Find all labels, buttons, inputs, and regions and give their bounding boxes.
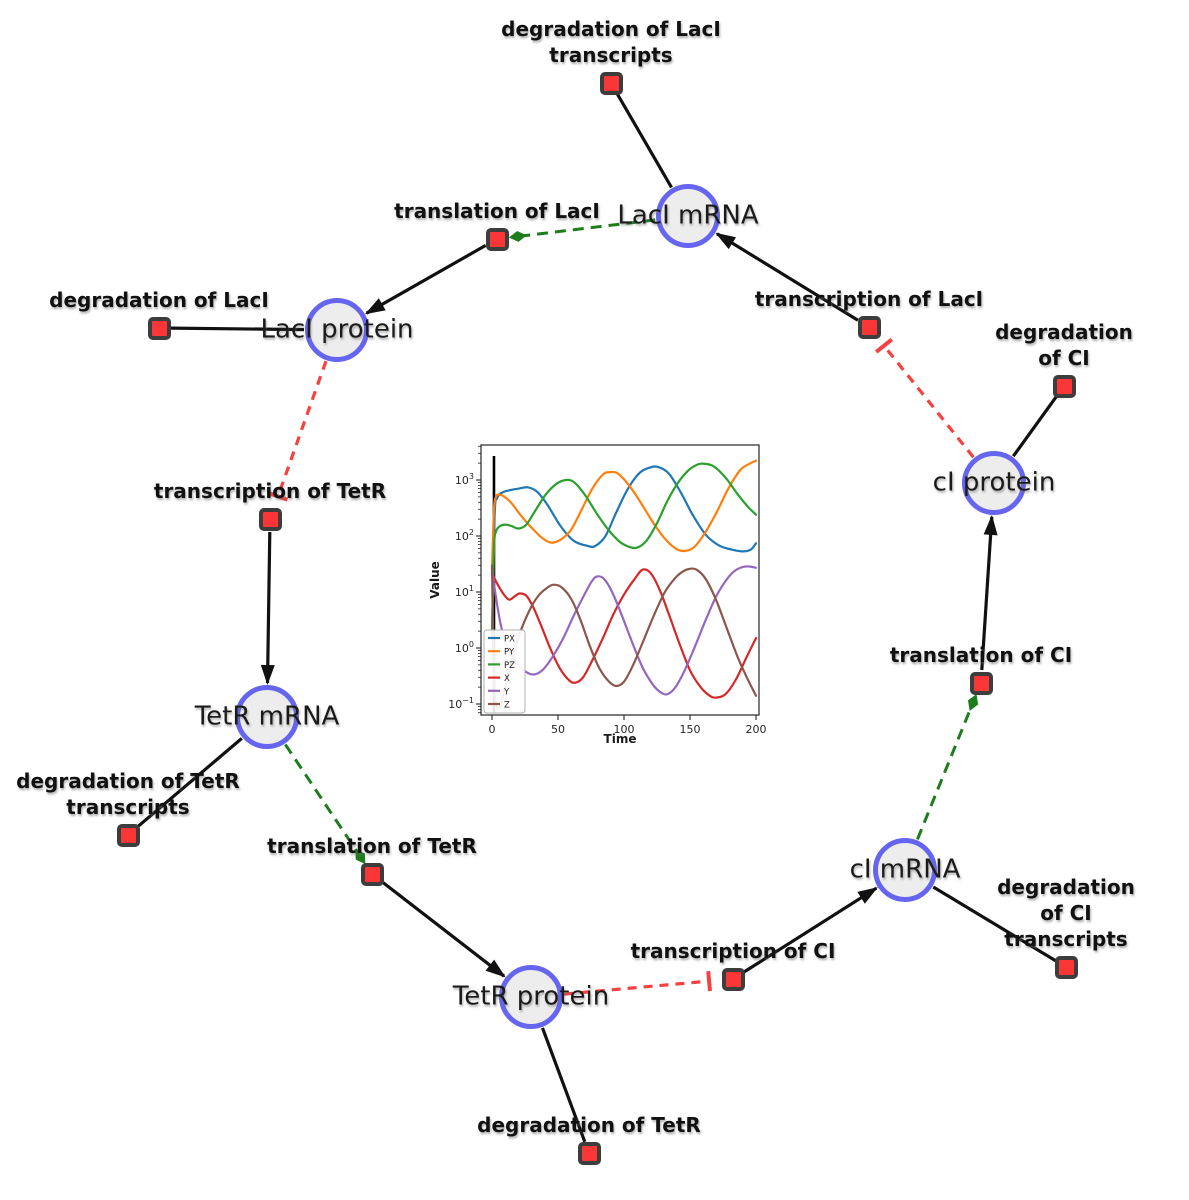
edge-inhibition-tetr_protein-txn_ci xyxy=(563,970,712,996)
reaction-label-deg_ci: degradation of CI xyxy=(995,320,1133,370)
edge-consumption-tetr_protein-deg_tetr xyxy=(541,1027,587,1143)
reaction-label-txn_ci: transcription of CI xyxy=(630,939,836,963)
reaction-node-deg_laci_tx[interactable] xyxy=(599,71,623,95)
y-tick-label: 101 xyxy=(455,584,474,599)
reaction-node-txn_tetr[interactable] xyxy=(258,507,282,531)
edge-consumption-laci_mrna-deg_laci_tx xyxy=(615,92,673,189)
edge-production-transl_laci-laci_protein xyxy=(364,244,487,315)
edge-consumption-laci_protein-deg_laci xyxy=(170,326,305,332)
reaction-label-deg_tetr_tx: degradation of TetR transcripts xyxy=(16,769,240,819)
reaction-label-transl_tetr: translation of TetR xyxy=(267,834,477,858)
species-node-ci_protein[interactable] xyxy=(962,451,1026,515)
series-line-X xyxy=(490,568,758,699)
edge-inhibition-ci_protein-txn_laci xyxy=(874,337,975,459)
reaction-node-txn_ci[interactable] xyxy=(721,967,745,991)
legend-label-Y: Y xyxy=(503,687,510,697)
reaction-node-transl_laci[interactable] xyxy=(485,227,509,251)
edge-inhibition-laci_protein-txn_tetr xyxy=(267,360,328,502)
x-tick-label: 50 xyxy=(551,723,565,736)
legend-label-Z: Z xyxy=(504,701,510,711)
reaction-node-transl_ci[interactable] xyxy=(969,671,993,695)
legend-label-PY: PY xyxy=(504,648,515,658)
reaction-label-deg_tetr: degradation of TetR xyxy=(477,1113,701,1137)
edge-modifier-laci_mrna-transl_laci xyxy=(508,218,656,242)
chart-xlabel: Time xyxy=(603,732,637,746)
species-label-ci_mrna: cI mRNA xyxy=(849,854,961,885)
edge-production-transl_ci-ci_protein xyxy=(980,514,998,671)
reaction-label-deg_laci_tx: degradation of LacI transcripts xyxy=(501,17,721,67)
reaction-label-transl_ci: translation of CI xyxy=(889,643,1073,667)
species-node-laci_mrna[interactable] xyxy=(656,184,720,248)
reaction-node-txn_laci[interactable] xyxy=(857,315,881,339)
reaction-label-transl_laci: translation of LacI xyxy=(394,199,600,223)
x-tick-label: 100 xyxy=(614,723,635,736)
y-tick-label: 100 xyxy=(455,640,474,655)
edge-consumption-tetr_mrna-deg_tetr_tx xyxy=(136,737,243,829)
edge-consumption-ci_protein-deg_ci xyxy=(1012,394,1059,458)
edge-consumption-ci_mrna-deg_ci_tx xyxy=(932,885,1057,963)
y-tick-label: 102 xyxy=(455,528,474,543)
reaction-label-txn_tetr: transcription of TetR xyxy=(153,479,387,503)
reaction-label-txn_laci: transcription of LacI xyxy=(754,287,984,311)
reaction-node-deg_tetr_tx[interactable] xyxy=(116,823,140,847)
legend-label-PZ: PZ xyxy=(504,661,515,671)
species-label-tetr_mrna: TetR mRNA xyxy=(194,701,340,732)
edge-modifier-ci_mrna-transl_ci xyxy=(916,694,979,840)
species-node-ci_mrna[interactable] xyxy=(873,838,937,902)
species-label-laci_mrna: LacI mRNA xyxy=(617,200,759,231)
y-tick-label: 10−1 xyxy=(448,696,474,711)
x-tick-label: 200 xyxy=(746,723,767,736)
y-tick-label: 103 xyxy=(455,472,474,487)
species-node-tetr_mrna[interactable] xyxy=(235,685,299,749)
reaction-node-deg_ci_tx[interactable] xyxy=(1054,955,1078,979)
species-label-ci_protein: cI protein xyxy=(932,467,1056,498)
edge-modifier-tetr_mrna-transl_tetr xyxy=(284,743,366,865)
chart-ylabel: Value xyxy=(428,561,442,599)
axes-frame xyxy=(480,444,760,716)
inset-timeseries-chart: 10−1 100 101 102 103 0 50 100 150 200 PX PY PZ X Y Z Ti… xyxy=(428,428,775,760)
reaction-label-deg_ci_tx: degradation of CI transcripts xyxy=(997,875,1135,951)
series-line-PZ xyxy=(490,462,758,640)
reaction-node-deg_laci[interactable] xyxy=(147,316,171,340)
chart-plot-area: 10−1 100 101 102 103 0 50 100 150 200 PX PY PZ XYZ xyxy=(448,444,767,736)
reaction-node-deg_ci[interactable] xyxy=(1052,374,1076,398)
edge-production-transl_tetr-tetr_protein xyxy=(381,880,506,978)
chart-legend: PX PY PZ XYZ xyxy=(483,629,526,714)
reaction-label-deg_laci: degradation of LacI xyxy=(49,288,269,312)
legend-label-X: X xyxy=(504,674,510,684)
species-label-laci_protein: LacI protein xyxy=(260,314,414,345)
edge-production-txn_tetr-tetr_mrna xyxy=(260,531,275,685)
edge-production-txn_ci-ci_mrna xyxy=(743,886,878,974)
species-label-tetr_protein: TetR protein xyxy=(452,981,610,1012)
edge-production-txn_laci-laci_mrna xyxy=(715,232,859,322)
species-node-laci_protein[interactable] xyxy=(305,298,369,362)
reaction-node-transl_tetr[interactable] xyxy=(360,862,384,886)
series-line-PY xyxy=(490,459,758,571)
x-tick-label: 0 xyxy=(489,723,496,736)
x-tick-label: 150 xyxy=(680,723,701,736)
species-node-tetr_protein[interactable] xyxy=(499,965,563,1029)
reaction-node-deg_tetr[interactable] xyxy=(577,1141,601,1165)
legend-label-PX: PX xyxy=(504,635,515,645)
